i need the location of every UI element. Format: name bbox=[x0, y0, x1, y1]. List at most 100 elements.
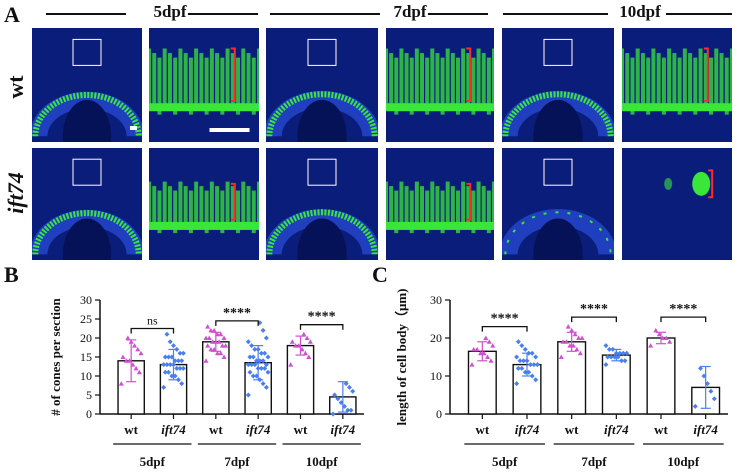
data-point bbox=[260, 381, 266, 387]
age-line-5dpf-left bbox=[46, 13, 126, 15]
data-point bbox=[348, 407, 354, 413]
panel-letter-c: C bbox=[372, 262, 388, 287]
y-tick-label: 0 bbox=[436, 407, 442, 421]
group-label-10dpf: 10dpf bbox=[667, 454, 699, 469]
data-point bbox=[247, 354, 253, 360]
data-point bbox=[216, 339, 222, 344]
data-point bbox=[648, 343, 654, 348]
data-point bbox=[203, 335, 209, 340]
data-point bbox=[519, 365, 525, 371]
data-point bbox=[258, 365, 264, 371]
data-point bbox=[304, 335, 310, 340]
chart-c: 0 10 20 30 length of cell body（μm) wt ift74 wt i… bbox=[394, 288, 728, 469]
data-point bbox=[708, 388, 714, 394]
data-point bbox=[221, 335, 227, 340]
data-point bbox=[302, 350, 308, 356]
significance-bracket bbox=[130, 327, 175, 334]
data-point bbox=[474, 346, 480, 352]
data-point bbox=[529, 373, 535, 379]
data-point bbox=[135, 346, 141, 352]
bar-7dpf-wt bbox=[202, 341, 230, 415]
data-point bbox=[606, 346, 612, 352]
significance-bracket bbox=[481, 325, 528, 332]
data-point bbox=[558, 354, 564, 359]
data-point bbox=[252, 346, 258, 352]
data-point bbox=[203, 358, 209, 363]
data-point bbox=[211, 327, 217, 333]
data-point bbox=[247, 369, 253, 375]
data-point bbox=[221, 354, 227, 359]
data-point bbox=[175, 358, 181, 364]
retina-image-wt-7dpf bbox=[266, 28, 378, 142]
data-point bbox=[519, 343, 525, 349]
data-point bbox=[167, 339, 173, 345]
x-tick-label: wt bbox=[565, 422, 579, 437]
data-point bbox=[174, 365, 180, 371]
data-point bbox=[206, 335, 212, 340]
data-point bbox=[335, 396, 341, 402]
data-point bbox=[471, 346, 477, 352]
data-point bbox=[605, 354, 611, 360]
data-point bbox=[164, 331, 170, 337]
data-point bbox=[617, 350, 623, 356]
data-point bbox=[619, 358, 625, 364]
x-tick-label: wt bbox=[294, 422, 308, 437]
data-point bbox=[704, 381, 710, 387]
data-point bbox=[208, 327, 214, 333]
x-tick-label: ift74 bbox=[515, 422, 540, 437]
data-point bbox=[697, 365, 703, 371]
data-point bbox=[262, 365, 268, 371]
data-point bbox=[529, 350, 535, 356]
x-tick-label: ift74 bbox=[331, 422, 356, 437]
group-label-5dpf: 5dpf bbox=[492, 454, 518, 469]
data-point bbox=[210, 339, 216, 344]
data-point bbox=[223, 343, 229, 348]
group-label-7dpf: 7dpf bbox=[581, 454, 607, 469]
age-line-10dpf-right bbox=[666, 13, 732, 15]
group-label-10dpf: 10dpf bbox=[306, 454, 338, 469]
data-point bbox=[162, 369, 168, 375]
data-point bbox=[514, 354, 520, 360]
data-point bbox=[531, 362, 537, 368]
data-point bbox=[249, 343, 255, 349]
bar-10dpf-wt bbox=[646, 337, 676, 415]
age-label-10dpf: 10dpf bbox=[619, 2, 661, 21]
age-label-5dpf: 5dpf bbox=[153, 2, 187, 21]
data-point bbox=[162, 354, 168, 360]
data-point bbox=[167, 362, 173, 368]
y-tick-label: 20 bbox=[430, 331, 442, 345]
data-point bbox=[263, 335, 269, 341]
significance-bracket bbox=[215, 320, 259, 326]
data-point bbox=[692, 403, 698, 409]
retina-image-ift74-10dpf-zoom bbox=[622, 148, 732, 260]
data-point bbox=[293, 343, 299, 348]
data-point bbox=[517, 358, 523, 364]
data-point bbox=[250, 354, 256, 360]
y-axis-label: length of cell body（μm) bbox=[394, 288, 409, 425]
significance-label: **** bbox=[223, 306, 251, 321]
data-point bbox=[603, 362, 609, 368]
data-point bbox=[522, 346, 528, 352]
y-tick-label: 30 bbox=[430, 293, 442, 307]
data-point bbox=[164, 362, 170, 368]
y-tick-label: 20 bbox=[80, 331, 92, 345]
data-point bbox=[486, 339, 492, 344]
x-tick-label: ift74 bbox=[246, 422, 271, 437]
data-point bbox=[245, 392, 251, 398]
retina-image-ift74-5dpf bbox=[32, 148, 142, 260]
data-point bbox=[250, 373, 256, 379]
data-point bbox=[330, 411, 336, 417]
significance-label: ns bbox=[147, 314, 158, 328]
data-point bbox=[620, 350, 626, 356]
data-point bbox=[560, 339, 566, 344]
data-point bbox=[569, 327, 575, 333]
data-point bbox=[579, 335, 585, 340]
y-tick-label: 0 bbox=[86, 407, 92, 421]
x-tick-label: wt bbox=[124, 422, 138, 437]
data-point bbox=[307, 339, 313, 344]
x-tick-label: ift74 bbox=[161, 422, 186, 437]
data-point bbox=[265, 369, 271, 375]
data-point bbox=[533, 354, 539, 360]
data-point bbox=[663, 335, 669, 340]
data-point bbox=[527, 362, 533, 368]
